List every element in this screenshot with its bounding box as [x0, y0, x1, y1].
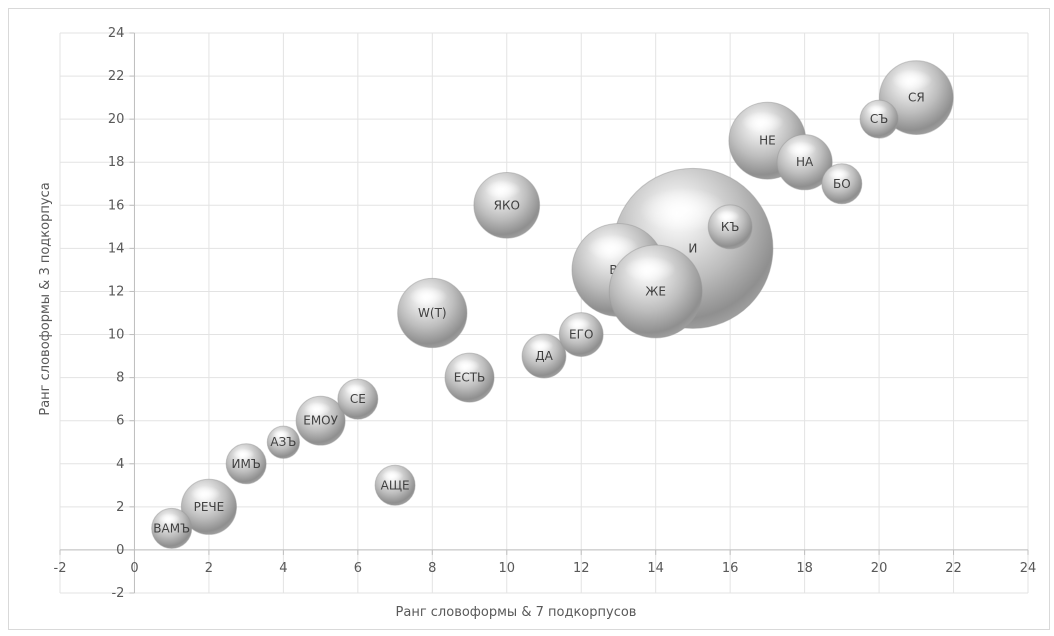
bubble-highlight: [786, 141, 817, 157]
bubble-highlight: [381, 470, 404, 482]
bubble: ЯКО: [473, 171, 541, 239]
x-tick-label: 22: [945, 561, 962, 576]
y-tick-label: 8: [116, 371, 124, 386]
y-tick-label: 14: [108, 241, 125, 256]
bubble: ЕМОУ: [295, 395, 346, 446]
bubble-label: W(T): [418, 306, 447, 320]
bubble: СЪ: [859, 99, 899, 139]
y-tick-label: 12: [108, 284, 125, 299]
bubble-highlight: [409, 286, 448, 307]
bubble: W(T): [397, 277, 468, 349]
bubble-label: АЩЕ: [381, 478, 410, 492]
bubble-highlight: [715, 210, 740, 223]
bubble-label: НЕ: [759, 134, 776, 148]
x-tick-label: -2: [54, 561, 67, 576]
bubble-highlight: [891, 69, 933, 91]
bubble: СЕ: [337, 378, 379, 420]
bubble-label: ИМЪ: [231, 457, 260, 471]
bubble-label: ЯКО: [494, 198, 520, 212]
x-tick-label: 10: [498, 561, 515, 576]
y-tick-label: 0: [116, 543, 124, 558]
bubble-highlight: [566, 317, 591, 331]
bubbles: ИВЪЖЕНЕСЯW(T)ЯКОРЕЧЕНАЕМОУЕСТЬДАЕГОКЪВАМ…: [151, 60, 954, 549]
x-axis-title: Ранг словоформы & 7 подкорпусов: [396, 605, 637, 620]
chart-frame: -2 0 2 4 6 8 10 12 14 16 18 20 22 24 -2 0 2 4 6 8 10 12 14 16 1…: [8, 8, 1050, 630]
x-tick-label: 20: [871, 561, 888, 576]
bubble-highlight: [304, 402, 332, 416]
bubble-label: БО: [833, 177, 851, 191]
bubble-highlight: [529, 339, 554, 352]
bubble-label: АЗЪ: [270, 435, 296, 449]
axes: [59, 32, 1029, 594]
bubble-highlight: [484, 180, 521, 199]
x-tick-label: 6: [354, 561, 362, 576]
bubble-label: ЕМОУ: [303, 414, 338, 428]
bubble-label: ЕГО: [569, 328, 593, 342]
bubble: ЕГО: [558, 312, 604, 357]
x-tick-label: 2: [205, 561, 213, 576]
y-tick-label: 16: [108, 198, 125, 213]
x-tick-label: 24: [1020, 561, 1037, 576]
bubble: ДА: [521, 333, 567, 379]
y-tick-label: 24: [108, 26, 125, 41]
bubble: ЕСТЬ: [444, 352, 495, 403]
bubble-label: ВАМЪ: [153, 521, 190, 535]
y-axis-title: Ранг словоформы & 3 подкорпуса: [38, 182, 53, 415]
bubble-label: ЖЕ: [645, 284, 666, 298]
bubble-highlight: [587, 234, 639, 261]
bubble: ИМЪ: [225, 443, 267, 485]
bubble-highlight: [232, 448, 255, 460]
x-tick-labels: -2 0 2 4 6 8 10 12 14 16 18 20 22 24: [54, 561, 1037, 576]
x-tick-label: 18: [796, 561, 813, 576]
bubble: БО: [821, 163, 863, 205]
bubble-label: КЪ: [721, 220, 740, 234]
bubble-label: СЕ: [350, 392, 366, 406]
x-tick-label: 8: [428, 561, 436, 576]
y-tick-label: 22: [108, 69, 125, 84]
y-tick-label: 18: [108, 155, 125, 170]
y-tick-label: 4: [116, 457, 124, 472]
bubble-highlight: [624, 256, 676, 283]
bubble-label: СЯ: [908, 91, 925, 105]
bubble-highlight: [453, 358, 481, 373]
y-tick-label: 20: [108, 112, 125, 127]
bubble-highlight: [158, 513, 181, 525]
bubble-label: СЪ: [870, 112, 888, 126]
x-tick-label: 12: [573, 561, 590, 576]
bubble-label: НА: [796, 155, 814, 169]
bubble-highlight: [741, 111, 784, 133]
x-tick-label: 16: [722, 561, 739, 576]
bubble-label: ЕСТЬ: [454, 371, 486, 385]
x-tick-label: 14: [647, 561, 664, 576]
bubble-highlight: [272, 429, 291, 440]
bubble-chart: -2 0 2 4 6 8 10 12 14 16 18 20 22 24 -202468101214161…: [38, 26, 1037, 620]
bubble: РЕЧЕ: [180, 478, 237, 535]
bubble: ЖЕ: [608, 244, 703, 339]
bubble: ВАМЪ: [151, 507, 193, 549]
bubble: НА: [776, 134, 833, 191]
bubble-label: И: [688, 241, 697, 255]
bubble-highlight: [866, 104, 888, 116]
bubble: КЪ: [707, 204, 753, 250]
bubble: АЗЪ: [266, 425, 301, 459]
bubble-highlight: [344, 383, 367, 396]
bubble-highlight: [639, 187, 728, 233]
x-tick-label: 4: [279, 561, 287, 576]
bubble-label: ДА: [535, 349, 553, 363]
bubble: АЩЕ: [374, 464, 416, 506]
bubble-highlight: [190, 485, 221, 502]
bubble-highlight: [828, 168, 851, 180]
x-tick-label: 0: [130, 561, 138, 576]
y-tick-label: 6: [116, 414, 124, 429]
y-tick-label: 2: [116, 500, 124, 515]
bubble-label: РЕЧЕ: [194, 500, 225, 514]
y-tick-label: 10: [108, 328, 125, 343]
y-tick-label: -2: [111, 586, 124, 601]
